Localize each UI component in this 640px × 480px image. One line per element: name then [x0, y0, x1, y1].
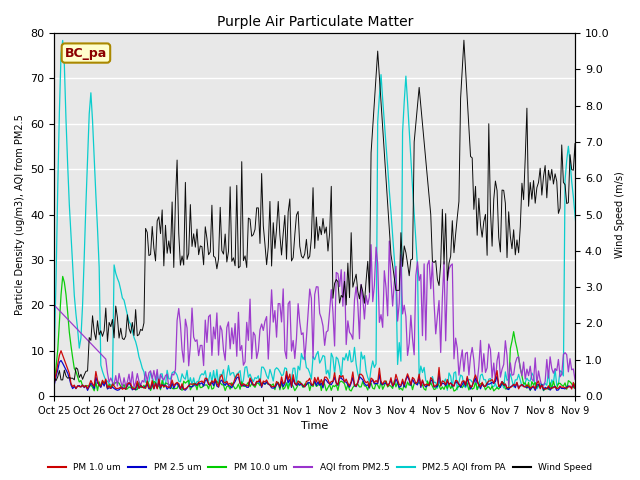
Y-axis label: Particle Density (ug/m3), AQI from PM2.5: Particle Density (ug/m3), AQI from PM2.5	[15, 114, 25, 315]
X-axis label: Time: Time	[301, 421, 328, 432]
Text: BC_pa: BC_pa	[65, 47, 107, 60]
Title: Purple Air Particulate Matter: Purple Air Particulate Matter	[216, 15, 413, 29]
Legend: PM 1.0 um, PM 2.5 um, PM 10.0 um, AQI from PM2.5, PM2.5 AQI from PA, Wind Speed: PM 1.0 um, PM 2.5 um, PM 10.0 um, AQI fr…	[44, 459, 596, 476]
Y-axis label: Wind Speed (m/s): Wind Speed (m/s)	[615, 171, 625, 258]
